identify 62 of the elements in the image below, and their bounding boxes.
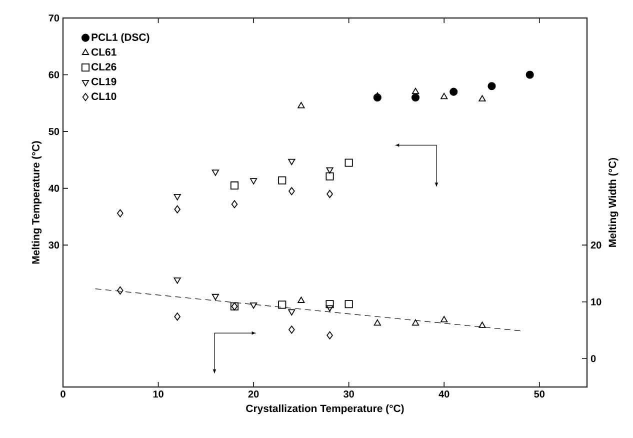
point [326,190,333,198]
y-axis-title: Melting Temperature (°C) [32,141,42,264]
point [326,167,334,174]
point [450,88,458,96]
legend-label: CL61 [91,48,116,56]
x-tick-label: 40 [438,390,450,398]
point [344,158,353,167]
point [288,326,295,334]
point [326,331,333,340]
x-tick-label: 50 [534,390,545,398]
y-tick-label: 60 [48,71,60,78]
point [250,178,258,184]
y-tick-label: 40 [48,184,60,192]
y-tick-label: 30 [48,242,60,249]
point [117,286,124,295]
point [174,205,180,214]
x-tick-label: 10 [153,390,164,398]
point [288,158,296,166]
point [298,102,305,108]
point [440,92,448,100]
x-tick-label: 30 [344,390,354,398]
point [250,302,258,309]
y2-tick-label: 0 [590,355,596,362]
point [117,209,124,218]
point [412,88,420,94]
x-tick-label: 20 [248,390,259,398]
point [374,92,381,99]
point [440,316,448,322]
point [174,277,181,284]
point [231,200,238,208]
x-tick-label: 0 [60,390,66,398]
point [288,309,296,316]
point [326,300,334,308]
point [174,194,181,200]
point [326,305,334,312]
point [278,176,286,184]
point [478,95,486,102]
point [344,300,353,308]
point [278,300,286,309]
point [526,70,534,79]
point [174,312,180,321]
point [298,296,305,303]
y-tick-label: 50 [48,128,60,136]
point [326,172,334,180]
point [288,187,295,196]
legend-label: PCL1 (DSC) [92,33,150,44]
legend-label: CL10 [91,92,116,100]
point [212,294,219,300]
point [212,170,219,176]
y-tick-label: 70 [48,14,60,22]
y2-tick-label: 20 [590,242,602,249]
y2-axis-title: Melting Width (°C) [608,158,618,247]
y2-tick-label: 10 [591,298,602,306]
point [230,181,239,190]
point [478,322,486,328]
legend-label: CL19 [91,78,116,86]
point [488,82,496,90]
point [411,93,420,102]
x-axis-title: Crystallization Temperature (°C) [246,404,404,414]
point [374,319,381,326]
legend-label: CL26 [91,63,116,70]
point [412,319,420,326]
